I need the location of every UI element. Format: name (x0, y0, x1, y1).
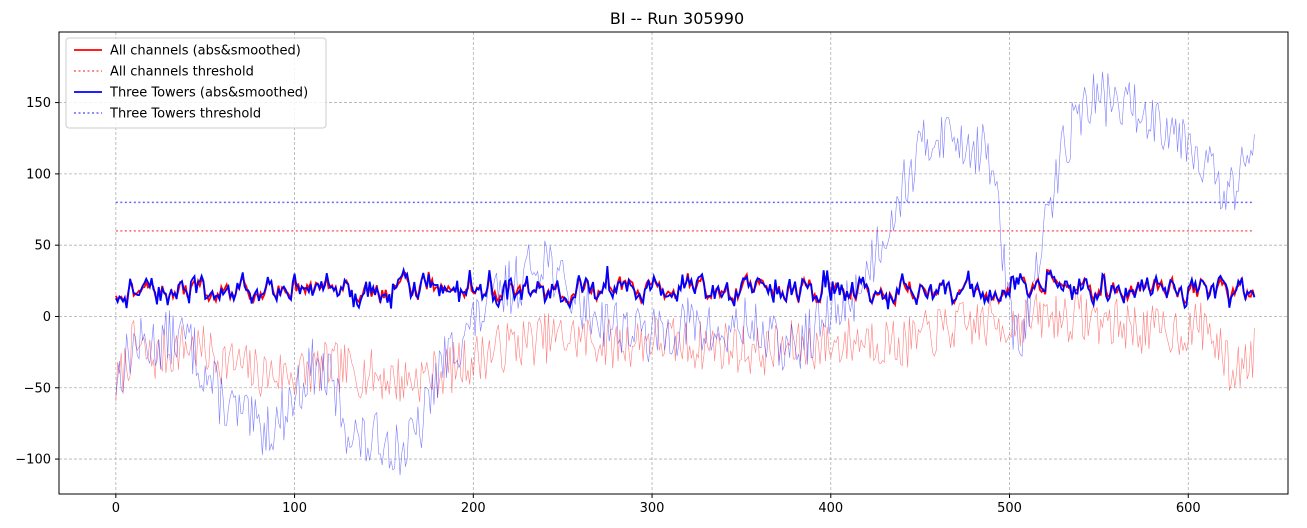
plot-lines (115, 71, 1256, 476)
axes-frame (58, 31, 1289, 495)
legend-label-1: All channels threshold (110, 65, 254, 80)
legend-label-2: Three Towers (abs&smoothed) (109, 86, 308, 101)
legend-box (65, 37, 327, 129)
x-tick-label-0: 0 (112, 501, 120, 516)
legend-label-3: Three Towers threshold (109, 107, 261, 122)
x-tick-label-500: 500 (997, 501, 1022, 516)
y-tick-label-50: 50 (34, 239, 51, 254)
raw-all-channels-line (115, 291, 1255, 403)
three-towers-smoothed-line (115, 266, 1256, 310)
y-tick-label-150: 150 (26, 96, 51, 111)
legend-label-0: All channels (abs&smoothed) (110, 44, 301, 59)
legend: All channels (abs&smoothed) All channels … (65, 37, 327, 129)
y-tick-label--100: −100 (15, 453, 51, 468)
y-tick-label-0: 0 (43, 310, 51, 325)
y-tick-label-100: 100 (26, 167, 51, 182)
x-tick-label-200: 200 (461, 501, 486, 516)
y-tick-label--50: −50 (24, 381, 51, 396)
x-tick-label-300: 300 (640, 501, 665, 516)
raw-three-towers-line (115, 71, 1255, 476)
x-tick-label-100: 100 (282, 501, 307, 516)
chart-title: BI -- Run 305990 (610, 9, 744, 28)
axis-ticks: 0 100 200 300 400 500 600 −100 −50 0 50 100 150 (15, 96, 1200, 516)
x-tick-label-400: 400 (818, 501, 843, 516)
x-tick-label-600: 600 (1176, 501, 1201, 516)
